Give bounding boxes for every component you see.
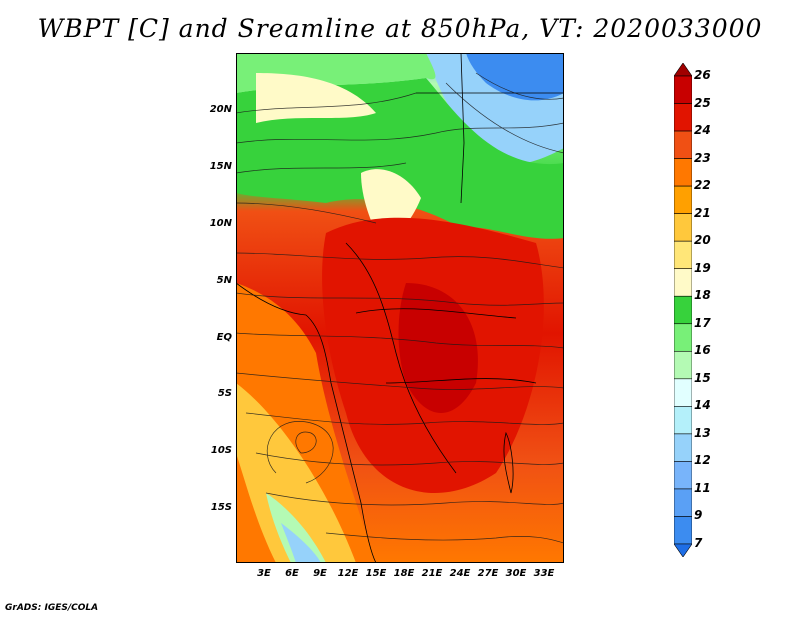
field-hotter-core	[398, 283, 478, 413]
colorbar-label: 14	[694, 398, 711, 413]
lon-label: 15E	[365, 568, 387, 579]
streamline	[245, 412, 564, 425]
colorbar-segment	[674, 516, 692, 545]
streamline-vortex	[295, 431, 317, 454]
field-sw-cool	[266, 493, 326, 563]
colorbar-label: 17	[694, 315, 711, 330]
colorbar-label: 18	[694, 288, 711, 303]
colorbar-label: 9	[694, 508, 703, 523]
lon-label: 3E	[257, 568, 271, 579]
field-green-band	[236, 78, 564, 239]
lon-label: 18E	[393, 568, 415, 579]
lon-label: 21E	[421, 568, 443, 579]
lon-label: 9E	[313, 568, 327, 579]
colorbar-label: 25	[694, 95, 711, 110]
border-a	[345, 242, 457, 474]
border-b	[355, 308, 517, 319]
colorbar-segment	[674, 213, 692, 242]
colorbar	[674, 63, 692, 557]
colorbar-segment	[674, 63, 692, 77]
grads-footer: GrADS: IGES/COLA	[5, 603, 99, 613]
lat-label: 5S	[217, 388, 232, 399]
lon-label: 6E	[285, 568, 299, 579]
field-cold-ne	[466, 53, 564, 101]
colorbar-segment	[674, 268, 692, 297]
lat-label: 10S	[210, 445, 232, 456]
colorbar-label: 24	[694, 123, 711, 138]
colorbar-segment	[674, 185, 692, 214]
colorbar-segment	[674, 130, 692, 159]
streamline	[475, 72, 564, 100]
colorbar-segment	[674, 378, 692, 407]
coastline-west	[236, 282, 377, 563]
border-c	[385, 378, 537, 384]
streamline	[445, 82, 564, 154]
streamline	[265, 492, 564, 506]
colorbar-label: 26	[694, 68, 711, 82]
lat-label: 15N	[209, 161, 232, 172]
colorbar-segment	[674, 295, 692, 325]
lon-label: 30E	[505, 568, 527, 579]
colorbar-segment	[674, 433, 692, 462]
colorbar-label: 13	[694, 425, 711, 440]
colorbar-segment	[674, 350, 692, 380]
lon-label: 33E	[533, 568, 555, 579]
field-sw-yellow	[236, 383, 356, 563]
streamline	[236, 292, 564, 306]
streamline-vortex	[266, 421, 334, 484]
colorbar-label: 16	[694, 343, 711, 358]
colorbar-segment	[674, 75, 692, 104]
colorbar-segment	[674, 323, 692, 352]
colorbar-segment	[674, 103, 692, 132]
streamline	[236, 202, 377, 224]
streamline	[236, 122, 564, 144]
lat-label: 5N	[216, 275, 232, 286]
colorbar-label: 12	[694, 453, 711, 468]
colorbar-segment	[674, 406, 692, 435]
streamline	[236, 332, 564, 349]
map-plot	[236, 53, 564, 563]
colorbar-segment	[674, 461, 692, 490]
colorbar-label: 19	[694, 260, 711, 275]
streamline	[255, 452, 564, 466]
chart-title: WBPT [C] and Sreamline at 850hPa, VT: 20…	[37, 14, 763, 43]
colorbar-label: 23	[694, 150, 711, 165]
lat-label: 10N	[209, 218, 232, 229]
lon-label: 12E	[337, 568, 359, 579]
border-d	[460, 53, 465, 204]
colorbar-label: 11	[694, 480, 711, 495]
colorbar-segment	[674, 158, 692, 187]
field-tan-nw	[256, 73, 376, 123]
colorbar-label: 22	[694, 178, 711, 193]
lake	[503, 431, 514, 494]
streamline	[236, 372, 564, 390]
lat-label: 15S	[210, 502, 232, 513]
streamline	[325, 532, 564, 544]
streamline	[236, 252, 564, 269]
streamline	[236, 92, 417, 114]
colorbar-segment	[674, 488, 692, 517]
colorbar-segment	[674, 240, 692, 270]
lat-label: 20N	[209, 104, 232, 115]
colorbar-label: 15	[694, 370, 711, 385]
colorbar-label: 20	[694, 233, 711, 248]
colorbar-label: 7	[694, 536, 703, 550]
streamline	[236, 162, 407, 174]
colorbar-label: 21	[694, 205, 711, 220]
field-sw-blue	[281, 523, 321, 563]
lon-label: 27E	[477, 568, 499, 579]
lat-label: EQ	[216, 332, 232, 343]
lon-label: 24E	[449, 568, 471, 579]
colorbar-segment	[674, 543, 692, 557]
